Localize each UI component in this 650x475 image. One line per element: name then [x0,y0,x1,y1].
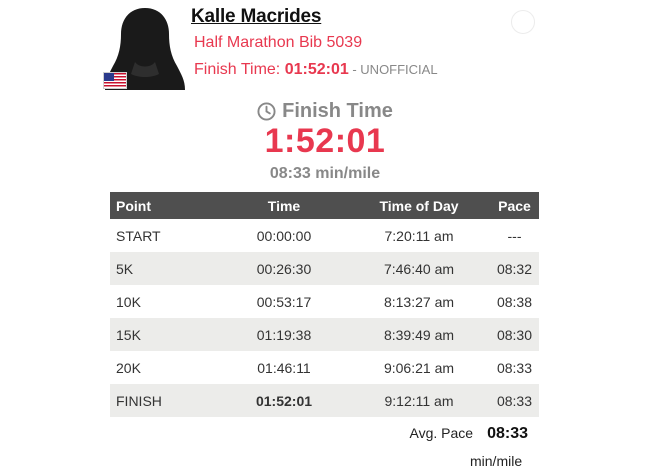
finish-status: - UNOFFICIAL [348,62,438,77]
header-time: Time [220,192,348,219]
athlete-name[interactable]: Kalle Macrides [191,6,322,27]
race-bib: Half Marathon Bib 5039 [194,34,363,51]
table-row: FINISH 01:52:01 9:12:11 am 08:33 [110,384,539,417]
header-pace: Pace [490,192,539,219]
split-time: 00:53:17 [256,293,312,310]
table-row: 10K 00:53:17 8:13:27 am 08:38 [110,285,539,318]
split-pace: --- [507,227,522,244]
table-row: 20K 01:46:11 9:06:21 am 08:33 [110,351,539,384]
table-header-row: Point Time Time of Day Pace [110,192,539,219]
split-point: FINISH [110,384,220,417]
results-card: Kalle Macrides Half Marathon Bib 5039 Fi… [100,0,550,475]
female-silhouette-icon [105,8,185,90]
split-time: 01:46:11 [257,359,311,376]
split-time: 01:19:38 [220,318,348,351]
split-point: 20K [116,359,141,376]
finish-time-line: Finish Time: 01:52:01 - UNOFFICIAL [194,61,438,79]
clock-icon [257,102,276,121]
table-row: START 00:00:00 7:20:11 am --- [110,219,539,252]
avg-pace-value: 08:33 [487,425,528,442]
finish-time-big: 1:52:01 [264,122,386,160]
splits-table: Point Time Time of Day Pace START 00:00:… [110,192,539,417]
split-pace: 08:38 [496,293,533,310]
split-pace: 08:32 [490,252,539,285]
split-time-of-day: 7:46:40 am [348,252,490,285]
summary-title: Finish Time [100,100,550,123]
split-pace: 08:33 [496,359,533,376]
split-pace: 08:33 [490,384,539,417]
pace-summary: 08:33 min/mile [269,165,381,182]
split-time: 00:00:00 [256,227,312,244]
split-pace: 08:30 [490,318,539,351]
avg-pace-row: Avg. Pace 08:33 [100,425,528,443]
favorite-toggle[interactable] [511,10,535,34]
header-point: Point [110,192,220,219]
split-time-of-day: 7:20:11 am [384,227,454,244]
header-time-of-day: Time of Day [348,192,490,219]
split-time-of-day: 8:13:27 am [383,293,455,310]
table-row: 15K 01:19:38 8:39:49 am 08:30 [110,318,539,351]
finish-time-label: Finish Time: [194,61,285,78]
table-row: 5K 00:26:30 7:46:40 am 08:32 [110,252,539,285]
us-flag-icon [103,72,127,89]
split-point: 15K [110,318,220,351]
split-point: 5K [110,252,220,285]
split-point: START [116,227,161,244]
split-point: 10K [116,293,141,310]
avg-pace-unit: min/mile [470,453,523,469]
finish-time-value: 01:52:01 [284,61,349,78]
summary-title-label: Finish Time [282,100,393,122]
split-time-of-day: 9:12:11 am [348,384,490,417]
split-time-of-day: 8:39:49 am [348,318,490,351]
split-time: 01:52:01 [220,384,348,417]
split-time-of-day: 9:06:21 am [383,359,455,376]
avg-pace-label: Avg. Pace [409,425,474,441]
split-time: 00:26:30 [220,252,348,285]
